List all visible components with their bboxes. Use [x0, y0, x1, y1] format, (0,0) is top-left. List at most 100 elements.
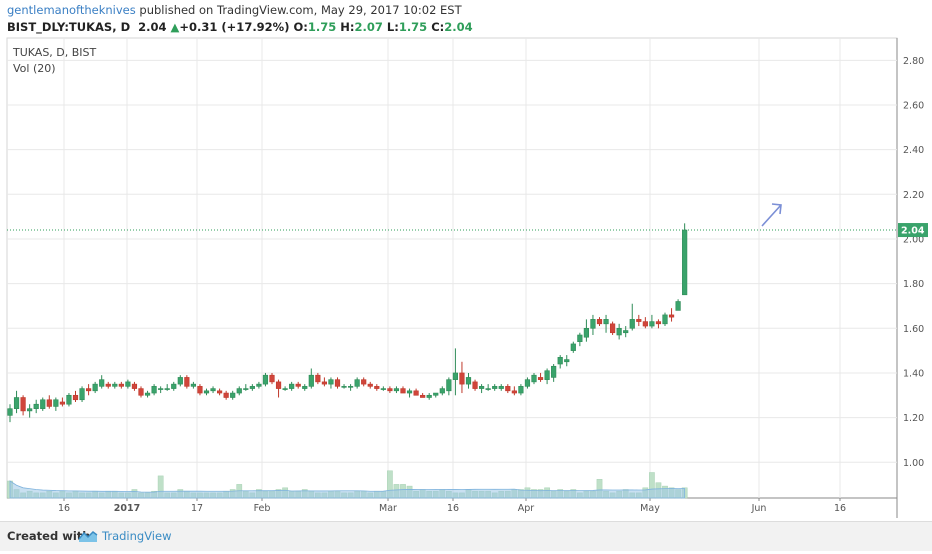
candle-body: [144, 392, 151, 396]
candle-body: [328, 379, 334, 385]
candle-body: [413, 390, 419, 396]
candle-body: [269, 374, 275, 383]
candle-body: [649, 321, 655, 327]
candle-body: [13, 397, 20, 409]
candle-body: [531, 374, 537, 383]
candle-body: [400, 388, 406, 394]
trend-arrow-icon: [761, 204, 782, 227]
volume-ma-area: [9, 480, 686, 499]
x-tick-label: Feb: [254, 503, 271, 514]
author-link[interactable]: gentlemanoftheknives: [7, 3, 136, 17]
candle-body: [105, 383, 111, 387]
candle-body: [616, 327, 622, 336]
candle-body: [72, 394, 79, 401]
candle-body: [518, 386, 524, 394]
candle-body: [164, 388, 170, 390]
candle-body: [289, 383, 295, 389]
candle-body: [158, 388, 164, 390]
candle-body: [524, 379, 531, 387]
last-price-tag: [898, 223, 928, 238]
candle-body: [459, 372, 465, 385]
candle-body: [27, 408, 33, 412]
candle-body: [236, 388, 242, 394]
y-tick-label: 1.40: [903, 368, 924, 379]
candle-body: [184, 377, 190, 387]
candle-body: [59, 401, 65, 405]
candle-body: [564, 359, 570, 363]
plot-frame: [6, 37, 898, 499]
change-value: +0.31 (+17.92%): [179, 20, 290, 34]
candle-body: [465, 377, 472, 385]
candle-body: [295, 383, 301, 387]
y-tick-label: 2.20: [903, 190, 924, 201]
y-tick-label: 1.80: [903, 279, 924, 290]
candle-body: [511, 390, 517, 394]
low-value: 1.75: [398, 20, 428, 34]
candle-body: [79, 388, 85, 401]
y-tick-label: 1.00: [903, 458, 924, 469]
candle-body: [125, 381, 131, 387]
close-label: C:: [431, 20, 445, 34]
candle-body: [315, 374, 321, 383]
candle-body: [20, 397, 26, 412]
candle-body: [623, 330, 629, 334]
candle-body: [40, 399, 46, 409]
change-arrow-icon: ▲: [170, 20, 180, 34]
candle-body: [118, 383, 124, 387]
candle-body: [249, 386, 255, 389]
candle-body: [190, 383, 197, 387]
candle-body: [33, 403, 39, 409]
candle-body: [321, 381, 328, 385]
high-label: H:: [340, 20, 355, 34]
legend-title: TUKAS, D, BIST: [12, 46, 97, 59]
x-tick-label: 16: [447, 503, 459, 514]
y-tick-label: 1.20: [903, 413, 924, 424]
low-label: L:: [386, 20, 399, 34]
legend-volume: Vol (20): [13, 62, 56, 75]
candle-body: [570, 343, 576, 351]
candle-body: [341, 386, 347, 388]
candle-body: [426, 394, 432, 398]
candle-body: [393, 388, 400, 392]
footer-bar: Created with TradingView: [0, 521, 932, 551]
candle-body: [662, 314, 668, 325]
candle-body: [262, 374, 269, 385]
candle-body: [642, 321, 648, 327]
candle-body: [485, 388, 491, 390]
last-price: 2.04: [138, 20, 167, 34]
candle-body: [308, 374, 314, 387]
candle-body: [603, 319, 609, 325]
candle-body: [675, 301, 681, 311]
candle-body: [472, 381, 478, 389]
candle-body: [439, 388, 445, 394]
candle-body: [577, 334, 583, 342]
candle-body: [655, 321, 662, 325]
candle-body: [197, 386, 203, 394]
candle-body: [354, 379, 360, 387]
tradingview-brand-link[interactable]: TradingView: [102, 529, 172, 543]
x-tick-label: 16: [58, 503, 70, 514]
candle-body: [498, 386, 504, 389]
x-tick-label: May: [640, 503, 660, 514]
candle-body: [210, 388, 216, 392]
tradingview-logo-icon[interactable]: [78, 528, 98, 547]
candle-body: [7, 408, 13, 416]
candle-body: [66, 394, 72, 405]
candle-body: [387, 388, 393, 392]
high-value: 2.07: [354, 20, 383, 34]
candle-body: [275, 381, 282, 389]
x-tick-label: 17: [191, 503, 203, 514]
x-tick-label: Mar: [379, 503, 397, 514]
candle-body: [171, 383, 177, 389]
candle-body: [374, 386, 380, 389]
candle-body: [282, 388, 288, 390]
candle-body: [590, 319, 596, 329]
candle-body: [46, 399, 52, 407]
candle-body: [302, 386, 308, 389]
x-tick-label: 2017: [114, 503, 140, 514]
candle-body: [596, 319, 603, 325]
published-text: published on TradingView.com, May 29, 20…: [139, 3, 462, 17]
candle-body: [551, 365, 557, 378]
